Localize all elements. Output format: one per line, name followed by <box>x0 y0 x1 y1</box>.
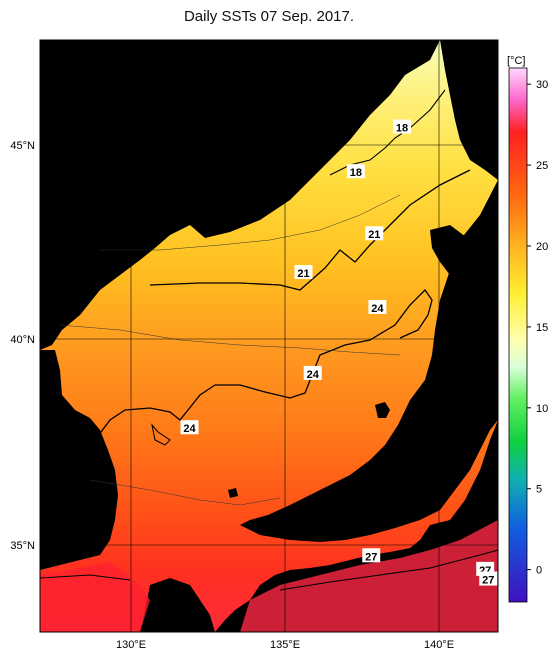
colorbar-tick-label: 15 <box>536 322 548 334</box>
contour-label-18: 18 <box>393 119 412 135</box>
contour-label-text: 27 <box>365 551 377 563</box>
contour-label-18: 18 <box>346 164 365 179</box>
contour-label-background <box>368 299 387 314</box>
kyushu-land <box>140 578 215 632</box>
colorbar-tick-label: 20 <box>536 241 548 253</box>
russia-coast-land <box>40 40 440 350</box>
contour-label-27: 27 <box>362 548 381 563</box>
contour-label-text: 27 <box>482 575 494 587</box>
contour-label-24: 24 <box>180 420 199 435</box>
korea-land <box>40 350 118 570</box>
lon-label-135: 135°E <box>270 639 300 651</box>
contour-label-text: 18 <box>396 123 408 135</box>
contour-label-background <box>479 571 498 586</box>
tohoku-land <box>240 180 498 542</box>
contour-label-background <box>365 226 384 241</box>
contour-label-24: 24 <box>368 299 387 315</box>
lat-label-45: 45°N <box>10 140 35 152</box>
lat-label-35: 35°N <box>10 540 35 552</box>
contour-label-text: 24 <box>307 369 320 381</box>
contour-label-text: 21 <box>368 229 380 241</box>
tsugaru-land <box>430 225 498 300</box>
map-plot-area <box>40 40 498 632</box>
isotherm-27 <box>40 549 498 591</box>
isotherm-21 <box>149 169 471 291</box>
graticule <box>40 40 498 632</box>
isotherm-thin-2 <box>89 479 281 506</box>
contour-label-background <box>346 164 365 179</box>
oki-island <box>228 488 238 498</box>
contour-label-background <box>180 420 199 435</box>
lat-label-40: 40°N <box>10 334 35 346</box>
contour-label-text: 21 <box>297 268 309 280</box>
moneron-island <box>195 132 218 162</box>
contour-label-background <box>303 365 322 380</box>
land-masses <box>40 40 498 632</box>
contour-label-text: 24 <box>371 303 384 315</box>
contour-label-background <box>393 119 412 134</box>
lon-label-130: 130°E <box>116 639 146 651</box>
colorbar-tick-label: 30 <box>536 79 548 91</box>
colorbar-tick-label: 0 <box>536 565 542 577</box>
map-title: Daily SSTs 07 Sep. 2017. <box>183 8 355 25</box>
contour-label-27: 27 <box>479 571 498 587</box>
lon-label-140: 140°E <box>424 639 454 651</box>
colorbar-tick-label: 10 <box>536 403 548 415</box>
isotherm-thin-3 <box>100 194 401 251</box>
colorbar: [°C] 30 25 20 15 10 5 0 <box>507 55 548 603</box>
isotherm-24b <box>151 423 171 446</box>
colorbar-unit-label: [°C] <box>507 55 525 67</box>
contour-label-background <box>362 548 381 563</box>
colorbar-tick-label: 25 <box>536 160 548 172</box>
sado-island <box>375 402 390 418</box>
colorbar-ticks: 30 25 20 15 10 5 0 <box>527 79 548 577</box>
isotherm-contours <box>40 89 498 591</box>
contour-label-background <box>294 265 313 280</box>
isotherm-24 <box>94 288 433 441</box>
contour-label-text: 24 <box>183 423 196 435</box>
contour-label-21: 21 <box>294 265 313 280</box>
contour-label-text: 18 <box>350 167 362 179</box>
contour-label-21: 21 <box>365 226 384 241</box>
contour-label-24: 24 <box>303 365 322 381</box>
map-frame <box>39 39 499 633</box>
noto-island <box>313 526 324 537</box>
isotherm-thin-1 <box>59 324 401 356</box>
colorbar-tick-label: 5 <box>536 484 542 496</box>
colorbar-gradient <box>508 67 528 603</box>
